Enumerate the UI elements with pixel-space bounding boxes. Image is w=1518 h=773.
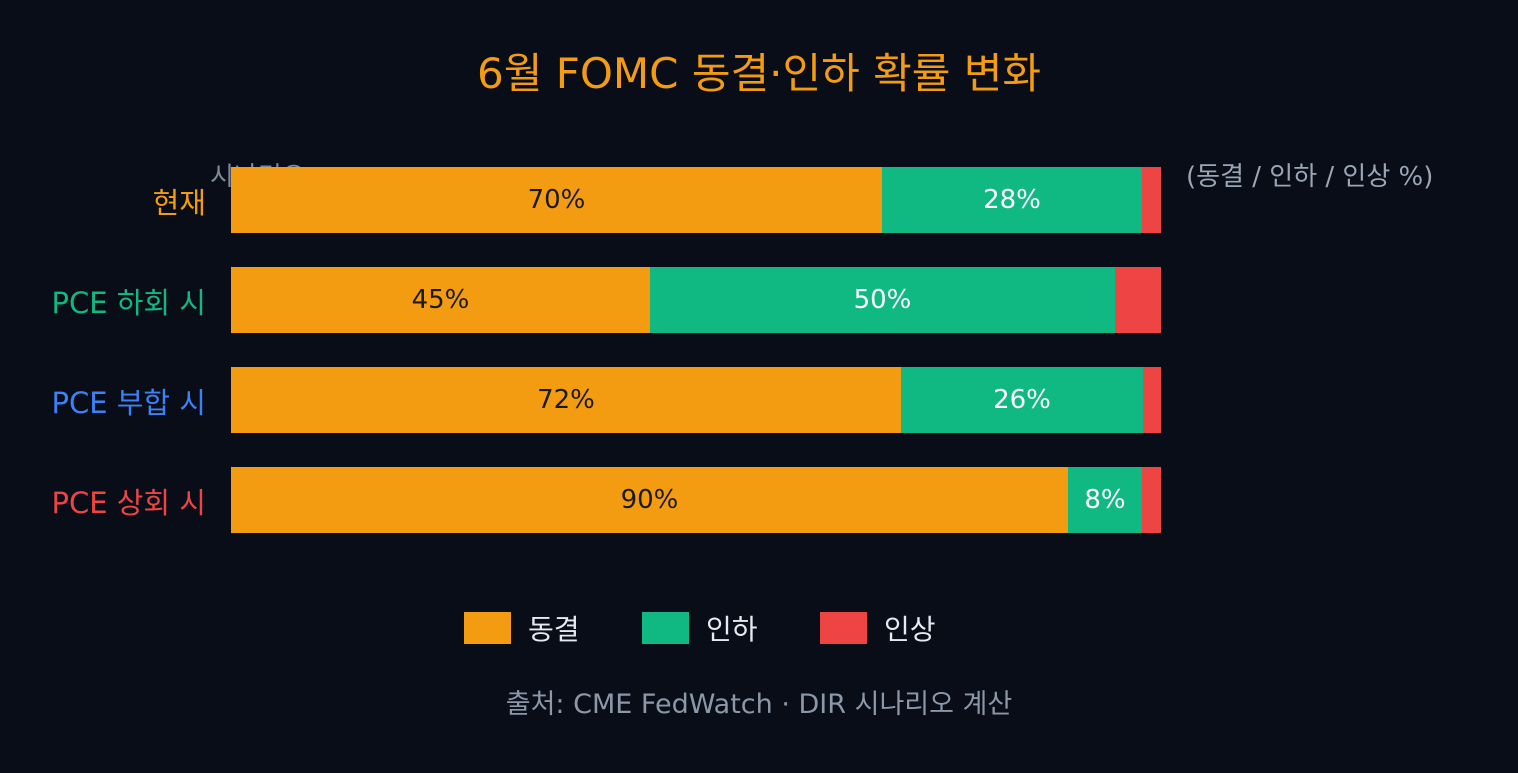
legend-label: 인하 [706, 613, 758, 646]
data-label: 8% [1084, 485, 1126, 515]
bar-segment: 8% [1068, 467, 1142, 533]
stacked-bar: 72% 26% [231, 367, 1161, 433]
chart-title: 6월 FOMC 동결·인하 확률 변화 [476, 49, 1041, 98]
row-label: PCE 하회 시 [51, 286, 206, 320]
legend-swatch [642, 612, 689, 644]
unit-note: (동결 / 인하 / 인상 %) [1186, 162, 1434, 192]
legend-item: 인하 [642, 608, 758, 648]
legend-swatch [820, 612, 867, 644]
legend-label: 인상 [884, 613, 936, 646]
data-label: 26% [993, 385, 1051, 415]
row-label: PCE 상회 시 [51, 486, 206, 520]
source-note: 출처: CME FedWatch · DIR 시나리오 계산 [505, 689, 1013, 720]
bar-segment [1142, 167, 1161, 233]
stacked-bar: 90% 8% [231, 467, 1161, 533]
row-label: 현재 [152, 186, 206, 220]
data-label: 90% [620, 485, 679, 515]
bar-segment: 28% [882, 167, 1142, 233]
legend-swatch [464, 612, 511, 644]
stacked-bar: 70% 28% [231, 167, 1161, 233]
stacked-bar: 45% 50% [231, 267, 1161, 333]
bar-segment [1143, 367, 1161, 433]
bar-segment: 90% [231, 467, 1068, 533]
bar-segment: 45% [231, 267, 650, 333]
bar-segment: 70% [231, 167, 882, 233]
bar-segment [1142, 467, 1161, 533]
bar-segment [1115, 267, 1161, 333]
legend-label: 동결 [528, 613, 580, 646]
legend-item: 동결 [464, 608, 580, 648]
bar-area: 현재 70% 28% PCE 하회 시 45% 50% PCE 부합 시 72% 26% PCE … [51, 167, 1161, 533]
legend: 동결 인하 인상 [0, 608, 1518, 646]
data-label: 50% [853, 285, 912, 315]
legend-item: 인상 [820, 608, 936, 648]
row-label: PCE 부합 시 [51, 386, 206, 420]
bar-segment: 26% [901, 367, 1143, 433]
data-label: 70% [527, 185, 586, 215]
data-label: 45% [411, 285, 470, 315]
bar-segment: 72% [231, 367, 901, 433]
data-label: 72% [537, 385, 595, 415]
bar-segment: 50% [650, 267, 1115, 333]
data-label: 28% [983, 185, 1041, 215]
